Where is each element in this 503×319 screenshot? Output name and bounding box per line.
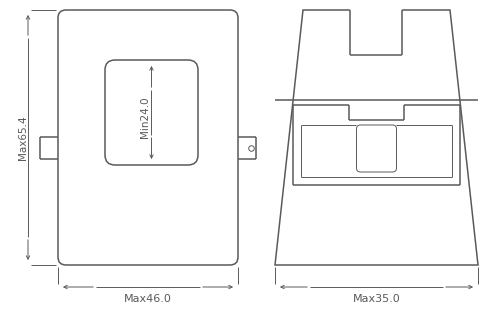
Polygon shape <box>275 10 478 265</box>
Polygon shape <box>351 9 402 55</box>
FancyBboxPatch shape <box>105 60 198 165</box>
Text: Max35.0: Max35.0 <box>353 294 400 304</box>
FancyBboxPatch shape <box>357 125 396 172</box>
Text: Min24.0: Min24.0 <box>140 97 150 138</box>
Text: Max65.4: Max65.4 <box>18 115 28 160</box>
FancyBboxPatch shape <box>58 10 238 265</box>
Text: Max46.0: Max46.0 <box>124 294 172 304</box>
